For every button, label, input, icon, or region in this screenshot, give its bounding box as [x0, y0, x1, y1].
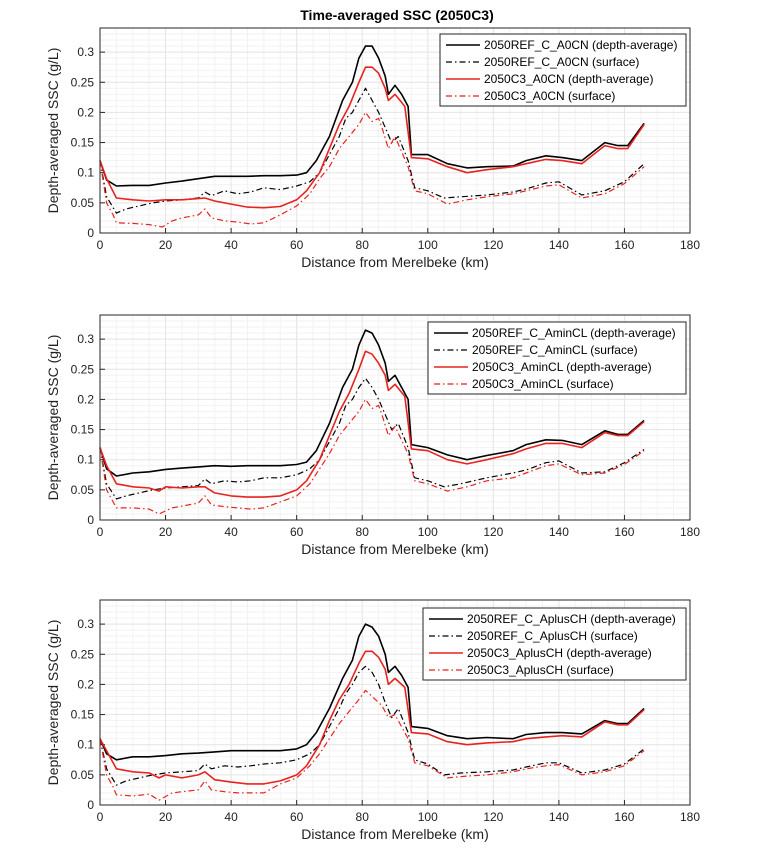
x-tick-label: 40 [224, 238, 238, 252]
x-tick-label: 60 [290, 810, 304, 824]
y-tick-label: 0 [87, 226, 94, 240]
x-axis-label: Distance from Merelbeke (km) [301, 254, 489, 270]
chart-panel-3: 0 20 40 60 80 100 120 140 160 180 0 0.05 0.1 0.15 0.2 0… [45, 599, 700, 842]
legend-label-2: 2050REF_C_AplusCH (surface) [467, 629, 638, 643]
x-tick-label: 100 [418, 810, 438, 824]
x-axis-label: Distance from Merelbeke (km) [301, 541, 489, 557]
x-tick-label: 160 [614, 525, 634, 539]
x-tick-label: 160 [614, 238, 634, 252]
x-tick-label: 40 [224, 525, 238, 539]
series-line-2 [99, 665, 645, 786]
y-axis-label: Depth-averaged SSC (g/L) [45, 335, 61, 501]
y-tick-label: 0.1 [77, 166, 94, 180]
legend-label-2: 2050REF_C_AminCL (surface) [472, 343, 638, 357]
y-tick-label: 0.25 [71, 75, 95, 89]
series-line-4 [99, 689, 645, 801]
y-tick-label: 0.3 [77, 332, 94, 346]
legend-box [427, 321, 687, 395]
x-tick-label: 160 [614, 810, 634, 824]
x-tick-label: 180 [680, 238, 700, 252]
series-lines [99, 623, 645, 801]
axes-box [99, 599, 691, 806]
y-tick-label: 0.25 [71, 647, 95, 661]
axes-box [99, 27, 691, 234]
x-tick-label: 140 [549, 810, 569, 824]
series-line-4 [99, 111, 645, 228]
legend-label-2: 2050REF_C_A0CN (surface) [484, 55, 639, 69]
y-tick-label: 0.25 [71, 362, 95, 376]
y-tick-label: 0 [87, 513, 94, 527]
x-tick-label: 20 [159, 810, 173, 824]
y-axis-label: Depth-averaged SSC (g/L) [45, 620, 61, 786]
x-tick-label: 80 [356, 238, 370, 252]
y-tick-label: 0.2 [77, 105, 94, 119]
legend-label-3: 2050C3_A0CN (depth-average) [484, 72, 653, 86]
y-tick-label: 0.1 [77, 453, 94, 467]
legend-box [439, 33, 687, 107]
x-tick-label: 0 [97, 525, 104, 539]
legend: 2050REF_C_AplusCH (depth-average) 2050REF… [422, 607, 687, 681]
y-tick-label: 0.05 [71, 196, 95, 210]
x-tick-label: 120 [483, 525, 503, 539]
y-axis-label: Depth-averaged SSC (g/L) [45, 48, 61, 214]
y-tick-label: 0.15 [71, 708, 95, 722]
legend-box [422, 607, 687, 681]
x-axis-label: Distance from Merelbeke (km) [301, 826, 489, 842]
x-tick-label: 180 [680, 810, 700, 824]
series-lines [99, 45, 645, 228]
y-tick-label: 0.05 [71, 483, 95, 497]
x-tick-label: 100 [418, 238, 438, 252]
legend-label-4: 2050C3_AplusCH (surface) [467, 663, 614, 677]
y-tick-label: 0.2 [77, 677, 94, 691]
y-tick-label: 0.05 [71, 768, 95, 782]
x-tick-label: 0 [97, 238, 104, 252]
legend-label-4: 2050C3_A0CN (surface) [484, 89, 615, 103]
x-tick-label: 20 [159, 525, 173, 539]
x-tick-label: 100 [418, 525, 438, 539]
y-tick-label: 0.3 [77, 617, 94, 631]
x-tick-label: 80 [356, 810, 370, 824]
x-tick-label: 180 [680, 525, 700, 539]
series-line-1 [99, 329, 645, 477]
series-line-3 [99, 350, 645, 498]
series-line-4 [99, 398, 645, 515]
y-tick-label: 0.3 [77, 45, 94, 59]
x-tick-label: 120 [483, 238, 503, 252]
series-line-1 [99, 623, 645, 761]
y-tick-label: 0.2 [77, 392, 94, 406]
series-line-2 [99, 377, 645, 500]
y-tick-label: 0.15 [71, 423, 95, 437]
y-tick-label: 0 [87, 798, 94, 812]
series-line-3 [99, 650, 645, 785]
y-tick-label: 0.1 [77, 738, 94, 752]
axes-box [99, 314, 691, 521]
legend-label-1: 2050REF_C_AminCL (depth-average) [472, 326, 676, 340]
legend-label-1: 2050REF_C_A0CN (depth-average) [484, 38, 677, 52]
x-tick-label: 20 [159, 238, 173, 252]
series-line-1 [99, 45, 645, 187]
x-tick-label: 140 [549, 238, 569, 252]
legend-label-3: 2050C3_AminCL (depth-average) [472, 360, 652, 374]
chart-panel-1: 0 20 40 60 80 100 120 140 160 180 0 0.05 0.1 0.15 0.2 0… [45, 27, 700, 270]
x-tick-label: 60 [290, 525, 304, 539]
x-tick-label: 140 [549, 525, 569, 539]
x-tick-label: 120 [483, 810, 503, 824]
legend-label-4: 2050C3_AminCL (surface) [472, 377, 614, 391]
x-tick-label: 60 [290, 238, 304, 252]
legend: 2050REF_C_A0CN (depth-average) 2050REF_C_… [439, 33, 687, 107]
legend-label-3: 2050C3_AplusCH (depth-average) [467, 646, 652, 660]
y-tick-label: 0.15 [71, 136, 95, 150]
x-tick-label: 0 [97, 810, 104, 824]
legend: 2050REF_C_AminCL (depth-average) 2050REF_… [427, 321, 687, 395]
series-lines [99, 329, 645, 515]
legend-label-1: 2050REF_C_AplusCH (depth-average) [467, 612, 676, 626]
figure-title: Time-averaged SSC (2050C3) [300, 7, 494, 23]
x-tick-label: 40 [224, 810, 238, 824]
chart-panel-2: 0 20 40 60 80 100 120 140 160 180 0 0.05 0.1 0.15 0.2 0… [45, 314, 700, 557]
x-tick-label: 80 [356, 525, 370, 539]
series-line-3 [99, 66, 645, 209]
